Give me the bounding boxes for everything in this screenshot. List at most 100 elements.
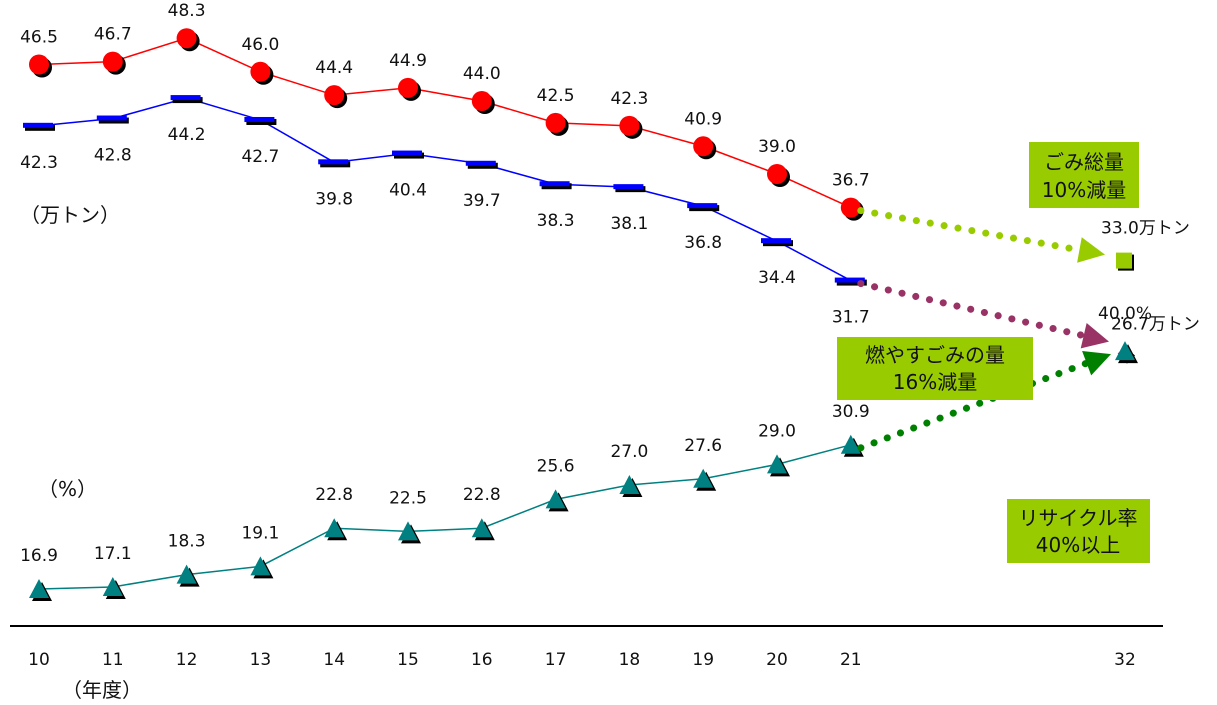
total-value-label: 39.0 [758,137,796,157]
burnable-target-box-bg [837,337,1033,400]
total-target-box: ごみ総量 10%減量 [1029,142,1139,208]
total-target-box-line2: 10%減量 [1042,178,1126,202]
x-tick-label: 18 [619,650,641,670]
total-point [840,197,861,218]
recycle-value-label: 25.6 [537,456,575,476]
total-target-box-bg [1029,142,1139,208]
recycle-value-label: 22.5 [389,488,427,508]
recycle-target-point [1115,341,1135,361]
recycle-target-box-line1: リサイクル率 [1019,506,1138,530]
burnable-value-label: 42.8 [94,146,132,166]
burnable-value-label: 31.7 [832,308,870,328]
total-line [38,37,852,209]
burnable-value-label: 39.7 [463,191,501,211]
burnable-target-arrow-line [857,280,1088,340]
x-tick-label: 12 [176,650,198,670]
recycle-point [693,468,714,488]
total-target-arrow-line [857,207,1083,254]
recycle-target-arrow-head [1082,351,1111,376]
recycle-point [767,454,787,474]
x-tick-label: 17 [545,650,567,670]
burnable-point [23,122,53,128]
total-point [398,77,418,98]
burnable-target-arrow-head [1080,323,1109,349]
x-tick-label-target: 32 [1114,650,1136,670]
total-value-label: 48.3 [168,1,206,21]
burnable-value-label: 38.3 [537,211,575,231]
burnable-value-label: 40.4 [389,181,427,201]
recycle-value-label: 17.1 [94,544,132,564]
series-recycle-rate: 16.9 17.1 18.3 19.1 22.8 22.5 22.8 25.6 27.0 27.6… [20,304,1152,601]
percent-unit-label: （%） [38,477,97,501]
recycle-value-label: 29.0 [758,421,796,441]
total-point [619,115,640,136]
x-tick-label: 16 [471,650,493,670]
recycle-value-label: 16.9 [20,546,58,566]
recycle-value-label: 22.8 [315,485,353,505]
burnable-point [761,238,791,244]
total-value-label: 36.7 [832,171,870,191]
recycle-point [102,576,123,596]
total-value-label: 44.4 [315,58,353,78]
burnable-target-box: 燃やすごみの量 16%減量 [837,337,1033,400]
burnable-value-label: 42.3 [20,153,58,173]
burnable-point [465,160,496,166]
burnable-point [244,116,275,122]
recycle-point [471,518,492,538]
total-value-label: 46.0 [241,35,279,55]
x-tick-label: 19 [692,650,714,670]
burnable-point [834,277,865,283]
burnable-point [318,159,349,165]
recycle-target-box: リサイクル率 40%以上 [1007,499,1150,563]
burnable-target-box-line2: 16%減量 [893,370,977,394]
burnable-point [170,95,201,101]
recycle-point [176,564,197,584]
recycle-value-label: 27.6 [684,436,722,456]
total-value-label: 44.0 [463,64,501,84]
recycle-target-label: 40.0% [1098,304,1152,324]
burnable-value-label: 34.4 [758,268,796,288]
burnable-value-label: 44.2 [168,125,206,145]
x-tick-label: 21 [840,650,862,670]
recycle-point [545,489,566,509]
x-tick-label: 10 [28,650,50,670]
total-point [767,164,787,184]
total-point [693,136,714,157]
total-target-label: 33.0万トン [1101,219,1190,239]
recycle-target-arrow-line [857,359,1091,452]
burnable-target-box-line1: 燃やすごみの量 [865,343,1005,367]
recycle-target-box-bg [1007,499,1150,563]
recycle-value-label: 18.3 [168,532,206,552]
recycle-point [250,556,271,576]
burnable-point [392,150,422,156]
burnable-line [38,97,852,282]
burnable-value-label: 39.8 [315,189,353,209]
total-point [29,54,49,75]
total-value-label: 46.5 [20,28,58,48]
recycle-point [324,518,345,538]
x-tick-label: 15 [397,650,419,670]
total-target-point [1116,252,1132,269]
recycle-value-label: 19.1 [241,523,279,543]
total-value-label: 42.3 [610,89,648,109]
total-point [545,112,566,133]
x-tick-label: 11 [102,650,124,670]
recycle-value-label: 30.9 [832,402,870,422]
total-target-box-line1: ごみ総量 [1044,150,1124,174]
tons-unit-label: （万トン） [20,203,120,227]
x-tick-label: 13 [250,650,272,670]
total-point [102,51,123,72]
recycle-point [398,521,418,541]
burnable-point [96,115,127,121]
x-axis-ticks: 10 11 12 13 14 15 16 17 18 19 20 21 32 [28,650,1136,670]
series-burnable-waste: 42.3 42.8 44.2 42.7 39.8 40.4 39.7 38.3 38.1 36.8… [20,95,1200,364]
total-point [250,61,271,82]
burnable-value-label: 42.7 [241,147,279,167]
total-value-label: 46.7 [94,25,132,45]
burnable-value-label: 36.8 [684,233,722,253]
burnable-point [539,181,570,187]
recycle-point [619,474,640,494]
total-point [176,28,197,49]
recycle-value-label: 27.0 [610,442,648,462]
